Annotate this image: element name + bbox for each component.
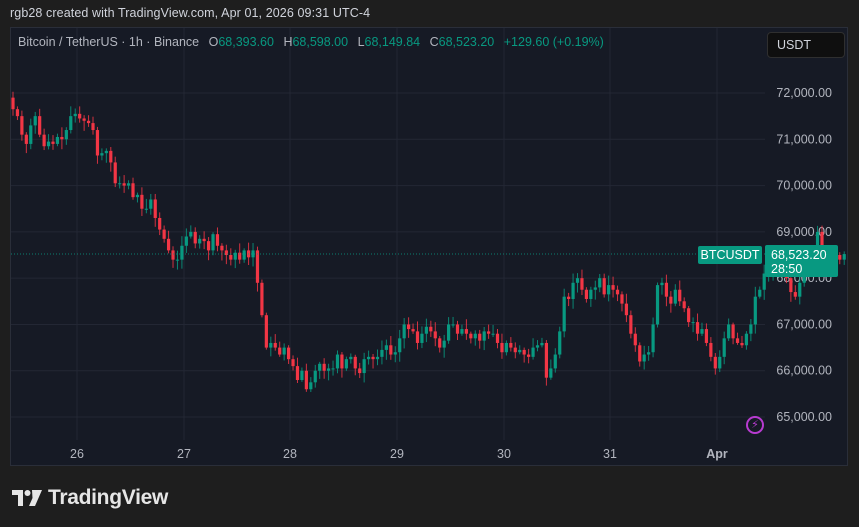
- last-price-value: 68,523.20: [771, 248, 827, 262]
- x-axis-tick: 30: [497, 447, 511, 461]
- tradingview-logo-icon: [12, 490, 42, 506]
- ohlc-legend: Bitcoin / TetherUS · 1h · Binance O68,39…: [18, 35, 604, 49]
- high-value: 68,598.00: [292, 35, 349, 49]
- brand-name: TradingView: [48, 486, 169, 509]
- y-axis-tick: 72,000.00: [776, 86, 832, 100]
- close-label: C: [429, 35, 439, 49]
- symbol-price-label: BTCUSDT: [698, 246, 762, 264]
- y-axis-tick: 67,000.00: [776, 317, 832, 331]
- currency-unit-button[interactable]: USDT: [767, 32, 845, 58]
- x-axis-tick: 26: [70, 447, 84, 461]
- x-axis-tick: 28: [283, 447, 297, 461]
- y-axis-tick: 71,000.00: [776, 132, 832, 146]
- open-value: 68,393.60: [218, 35, 274, 49]
- tradingview-logo: TradingView: [12, 486, 168, 510]
- symbol-description: Bitcoin / TetherUS · 1h · Binance: [18, 35, 200, 49]
- x-axis-tick: Apr: [706, 447, 728, 461]
- low-label: L: [357, 35, 365, 49]
- open-label: O: [208, 35, 219, 49]
- close-value: 68,523.20: [438, 35, 495, 49]
- lightning-alert-icon[interactable]: ⚡︎: [746, 416, 764, 434]
- low-value: 68,149.84: [364, 35, 421, 49]
- change-value: +129.60 (+0.19%): [503, 35, 604, 49]
- x-axis-tick: 27: [177, 447, 191, 461]
- y-axis-tick: 70,000.00: [776, 179, 832, 193]
- chart-credit: rgb28 created with TradingView.com, Apr …: [10, 6, 371, 20]
- last-price-label: 68,523.20 28:50: [765, 245, 838, 277]
- bar-countdown: 28:50: [771, 262, 803, 276]
- x-axis-tick: 29: [390, 447, 404, 461]
- high-label: H: [283, 35, 293, 49]
- y-axis-tick: 69,000.00: [776, 225, 832, 239]
- y-axis-tick: 65,000.00: [776, 410, 832, 424]
- x-axis-tick: 31: [603, 447, 617, 461]
- y-axis-tick: 66,000.00: [776, 364, 832, 378]
